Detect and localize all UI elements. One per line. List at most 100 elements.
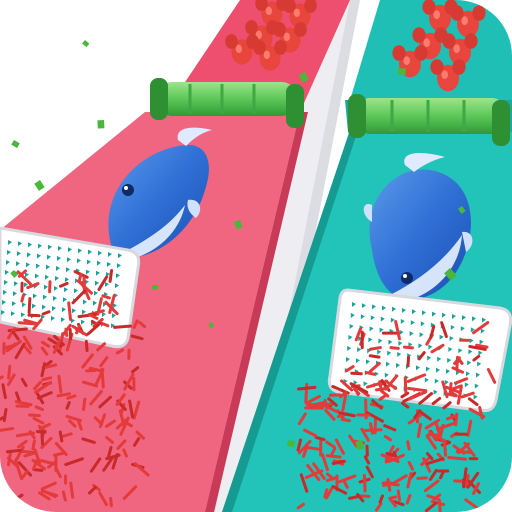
shred bbox=[111, 498, 112, 505]
shred bbox=[115, 326, 131, 327]
roller-icon bbox=[158, 82, 296, 116]
shred bbox=[66, 329, 67, 335]
shred bbox=[398, 491, 399, 500]
shred bbox=[64, 434, 71, 436]
shred bbox=[71, 483, 73, 497]
lobster-shine bbox=[284, 33, 290, 41]
shred bbox=[30, 415, 40, 416]
shred bbox=[405, 378, 406, 392]
shred bbox=[20, 451, 36, 452]
lobster-shine bbox=[266, 7, 272, 15]
leaf-icon bbox=[152, 285, 158, 290]
shred bbox=[307, 404, 323, 406]
shred bbox=[22, 295, 24, 301]
shred bbox=[69, 303, 71, 320]
shred bbox=[110, 270, 111, 281]
shred bbox=[380, 382, 381, 388]
shred bbox=[306, 447, 319, 449]
shred bbox=[102, 369, 103, 387]
shred bbox=[364, 475, 365, 490]
shred bbox=[376, 389, 384, 390]
shred bbox=[316, 437, 324, 439]
shred bbox=[370, 348, 380, 350]
lobster-shine bbox=[441, 70, 448, 79]
shred bbox=[86, 341, 87, 350]
lobster-claw bbox=[274, 40, 287, 55]
shred bbox=[408, 357, 409, 365]
roller-icon bbox=[356, 98, 506, 134]
lobster-claw bbox=[422, 0, 435, 15]
shred bbox=[43, 312, 49, 314]
roller-cap-right bbox=[492, 100, 510, 146]
shred bbox=[63, 492, 65, 500]
shred bbox=[418, 478, 426, 479]
shred bbox=[387, 453, 394, 455]
shred bbox=[445, 442, 446, 455]
shred bbox=[457, 358, 458, 368]
shred bbox=[391, 348, 398, 349]
shred bbox=[67, 403, 69, 409]
shred bbox=[327, 456, 340, 457]
lobster-shine bbox=[236, 45, 242, 53]
lobster-shine bbox=[403, 56, 410, 65]
shred bbox=[362, 496, 369, 497]
lobster-claw bbox=[452, 59, 465, 74]
lobster-claw bbox=[414, 45, 427, 60]
roller-cap-left bbox=[348, 94, 366, 138]
shred bbox=[418, 424, 420, 436]
shred bbox=[449, 458, 466, 460]
shred bbox=[33, 441, 34, 449]
shred bbox=[299, 387, 315, 389]
shred bbox=[349, 496, 359, 498]
lobster-claw bbox=[464, 33, 477, 48]
lobster-claw bbox=[450, 5, 463, 20]
roller-cap-right bbox=[286, 84, 304, 128]
shred bbox=[58, 394, 69, 396]
shred bbox=[19, 323, 34, 324]
lobster-claw bbox=[294, 22, 307, 37]
lobster-shine bbox=[461, 16, 468, 25]
shred bbox=[352, 373, 361, 374]
shred bbox=[43, 378, 51, 380]
leaf-icon bbox=[398, 68, 407, 75]
lobster-shine bbox=[294, 9, 300, 17]
shred bbox=[370, 424, 372, 434]
lobster-shine bbox=[264, 51, 270, 59]
shred bbox=[34, 469, 42, 470]
shred bbox=[103, 296, 109, 298]
shred bbox=[60, 432, 62, 441]
shred bbox=[408, 442, 409, 449]
lobster-claw bbox=[442, 33, 455, 48]
shred bbox=[37, 432, 45, 433]
shred bbox=[29, 299, 30, 313]
roller-cap-left bbox=[150, 78, 168, 120]
lobster-claw bbox=[392, 45, 405, 60]
lobster-claw bbox=[253, 40, 266, 55]
shred bbox=[8, 450, 21, 451]
shred bbox=[457, 452, 470, 453]
lobster-claw bbox=[412, 27, 425, 42]
shred bbox=[29, 315, 39, 316]
shred bbox=[370, 356, 379, 357]
shred bbox=[59, 376, 61, 392]
lobster-claw bbox=[245, 20, 258, 35]
shred bbox=[404, 347, 412, 348]
whale-eye-shine bbox=[403, 274, 407, 278]
leaf-icon bbox=[287, 440, 295, 447]
shred bbox=[4, 409, 6, 420]
lobster-shine bbox=[453, 44, 460, 53]
shred bbox=[456, 414, 457, 424]
whale-eye-shine bbox=[124, 186, 128, 190]
shred bbox=[79, 274, 80, 280]
shred bbox=[84, 399, 85, 409]
lobster-claw bbox=[273, 22, 286, 37]
shred bbox=[342, 419, 349, 420]
leaf-icon bbox=[97, 120, 104, 129]
whale-eye bbox=[401, 272, 413, 284]
lobster-claw bbox=[430, 59, 443, 74]
lobster-shine bbox=[423, 38, 430, 47]
lobster-claw bbox=[225, 34, 238, 49]
shred bbox=[333, 461, 343, 463]
